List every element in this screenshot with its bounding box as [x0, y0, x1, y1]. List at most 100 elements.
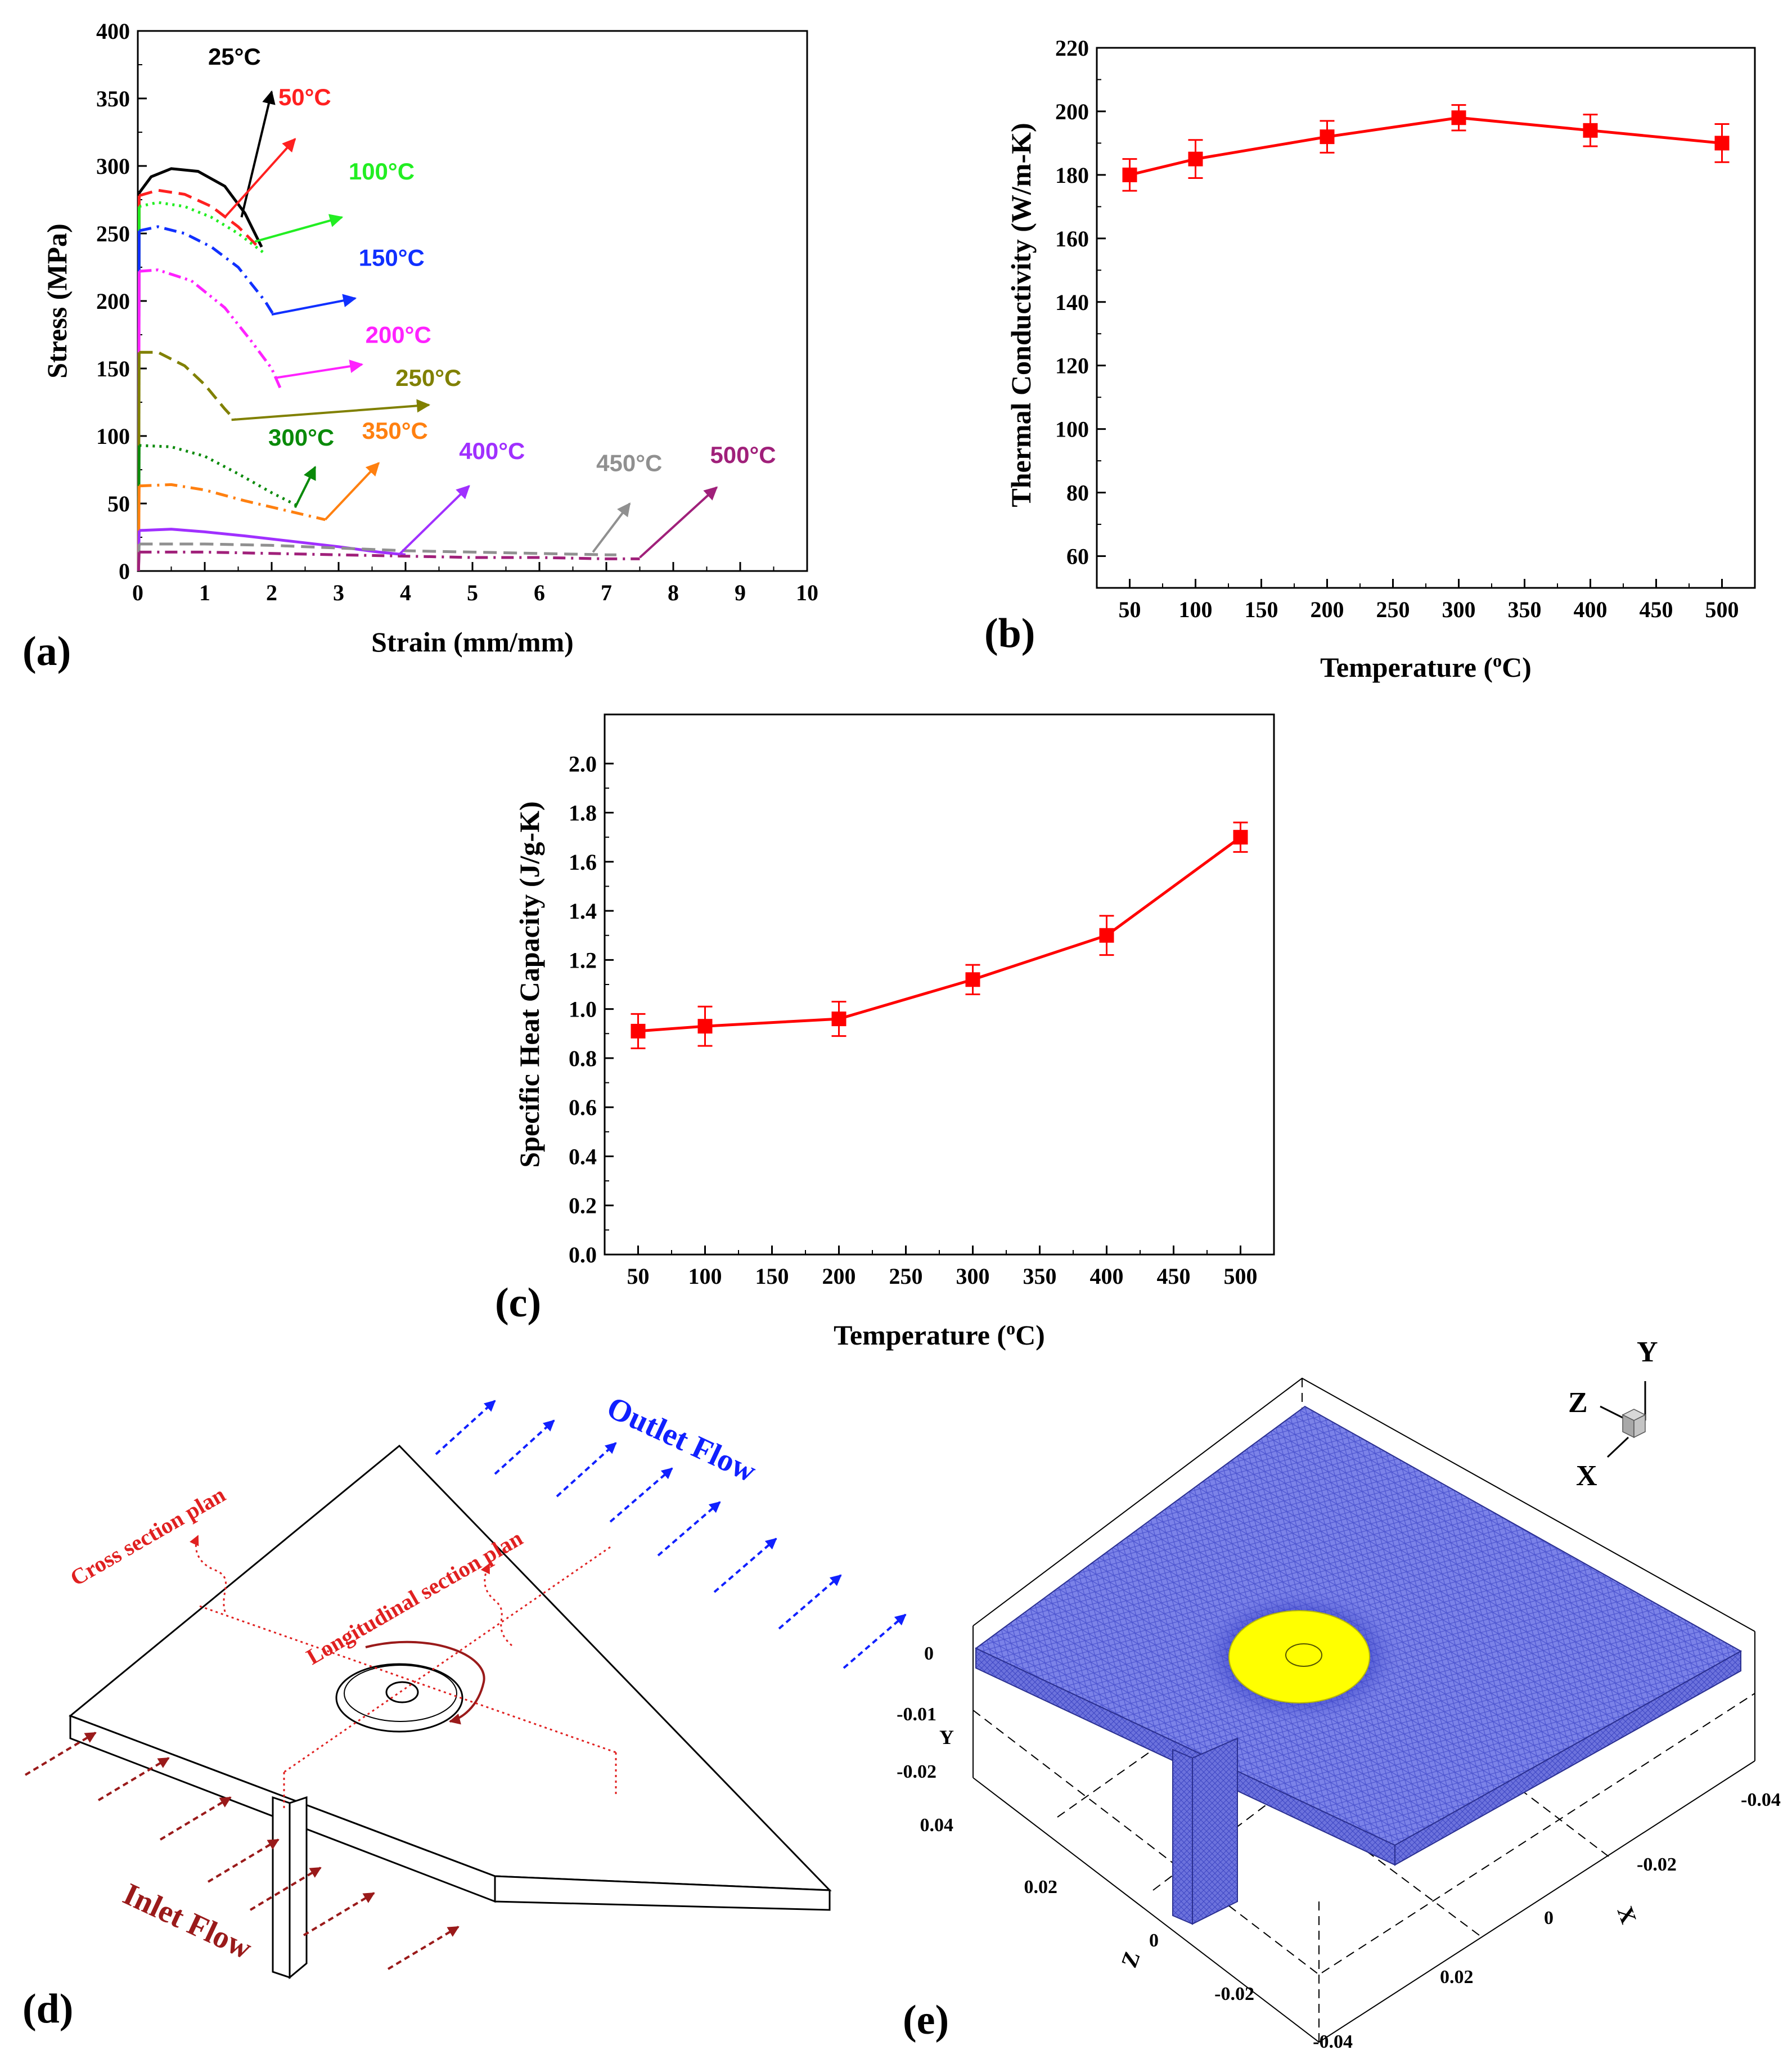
inlet-label: Inlet Flow: [118, 1877, 258, 1967]
plate-side-right: [494, 1875, 831, 1911]
y-tick-label: 300: [96, 154, 130, 179]
pointer-arrow: [639, 486, 718, 559]
panel-label-a: (a): [22, 628, 71, 675]
series-line: [139, 350, 236, 421]
x-tick-label: 500: [1705, 597, 1739, 622]
temperature-label: 450°C: [596, 449, 662, 476]
y-tick-label: 50: [107, 491, 130, 516]
y-tick-label: 1.4: [569, 898, 597, 924]
x-tick-label: 150: [755, 1264, 789, 1289]
y-tick-label: 2.0: [569, 751, 597, 776]
temperature-label: 150°C: [359, 245, 425, 271]
x-tick-label: 6: [534, 580, 545, 605]
x-tick-label: 300: [956, 1264, 990, 1289]
data-point: [1583, 123, 1598, 138]
temperature-label: 300°C: [268, 424, 334, 451]
orientation-triad: Y Z X: [1568, 1336, 1658, 1492]
y-tick-label: 60: [1066, 544, 1089, 569]
x-tick-label: 50: [627, 1264, 650, 1289]
pointer-arrow: [240, 90, 276, 218]
y-axis-label: Y: [939, 1726, 954, 1748]
data-point: [1099, 928, 1114, 943]
pointer-arrow: [324, 462, 380, 521]
specific-heat-chart: 50 100 150 200 250 300 350 400 450 500 0.0 0.2 0.4 0.…: [495, 713, 1275, 1351]
x-axis-title: Temperature (oC): [1320, 650, 1532, 683]
z-tick-4: -0.04: [1313, 2031, 1353, 2050]
temperature-label: 250°C: [395, 365, 461, 391]
stiffener-face: [289, 1796, 308, 1980]
outlet-arrow: [494, 1419, 555, 1475]
y-tick-label: 250: [96, 221, 130, 246]
degree-superscript: o: [1006, 1318, 1015, 1338]
outlet-label: Outlet Flow: [602, 1390, 762, 1490]
z-axis-label: Z: [1116, 1948, 1145, 1971]
pointer-arrow: [254, 214, 344, 243]
tool-shoulder: [335, 1663, 463, 1733]
x-tick-label: 2: [266, 580, 277, 605]
cross-section-label: Cross section plan: [66, 1482, 229, 1591]
y-tick-label: 200: [96, 289, 130, 314]
pointer-arrow: [592, 502, 631, 553]
data-point: [1188, 151, 1203, 167]
mesh-stiffener: [1172, 1748, 1193, 1925]
series-layer: [137, 167, 640, 572]
temperature-label: 350°C: [362, 417, 428, 444]
x-axis-title-unit: C): [1502, 651, 1532, 683]
inlet-arrow: [249, 1867, 322, 1911]
x-tick-label: 400: [1090, 1264, 1124, 1289]
y-tick-label: 0.2: [569, 1193, 597, 1219]
z-tick-3: -0.02: [1214, 1984, 1254, 2004]
data-point: [1233, 830, 1248, 845]
x-tick-label: 8: [668, 580, 679, 605]
tool-shoulder-inner: [344, 1665, 457, 1722]
series-rise: [137, 552, 141, 572]
plot-frame: [1096, 47, 1756, 589]
y-tick-label: 200: [1055, 99, 1089, 124]
data-point: [831, 1011, 847, 1027]
bbox-grid-1: [972, 1693, 1755, 1976]
plot-frame: [604, 713, 1275, 1256]
x-tick-0: -0.04: [1741, 1790, 1781, 1810]
plot-frame: [137, 30, 808, 572]
y-tick-label: 100: [96, 424, 130, 449]
series-line: [138, 188, 259, 248]
inlet-arrow: [387, 1926, 460, 1970]
x-axis-title-text: Temperature (: [1320, 651, 1493, 683]
longitudinal-pointer: [480, 1563, 512, 1647]
z-tick-0: 0.04: [920, 1815, 954, 1836]
x-axis-title: Temperature (oC): [834, 1318, 1045, 1351]
y-tick-label: 350: [96, 86, 130, 111]
series-line: [139, 550, 640, 560]
series-line: [139, 542, 616, 556]
thermal-conductivity-chart: 50 100 150 200 250 300 350 400 450 500 60 80 100 120 1…: [984, 35, 1756, 683]
outlet-arrow: [713, 1537, 777, 1593]
pointer-arrow: [231, 399, 431, 421]
tool-pin-ring: [1285, 1643, 1322, 1667]
inlet-arrow: [207, 1838, 280, 1883]
y-tick-label: 120: [1055, 353, 1089, 379]
y-tick-label: 1.8: [569, 801, 597, 826]
pointer-arrow: [274, 359, 364, 379]
temperature-labels: 25°C 50°C 100°C 150°C 200°C 250°C 300°C 350°C 40…: [208, 43, 776, 559]
series-line: [638, 836, 1241, 1033]
temperature-label: 400°C: [459, 438, 525, 464]
triad-y-label: Y: [1637, 1336, 1658, 1368]
rotation-arrow: [365, 1640, 485, 1725]
series-line: [1129, 116, 1722, 177]
x-tick-label: 0: [132, 580, 143, 605]
y-tick-label: 160: [1055, 226, 1089, 251]
y-tick-label: 150: [96, 356, 130, 381]
x-tick-label: 9: [735, 580, 746, 605]
x-tick-2: 0: [1544, 1908, 1554, 1928]
degree-superscript: o: [1493, 650, 1502, 671]
series-line: [139, 528, 406, 556]
panel-label-c: (c): [495, 1280, 541, 1326]
series-layer: [631, 821, 1248, 1049]
triad-x-label: X: [1576, 1460, 1597, 1492]
mesh-stiffener-face: [1192, 1737, 1238, 1925]
z-tick-1: 0.02: [1024, 1877, 1058, 1898]
x-tick-label: 50: [1119, 597, 1141, 622]
